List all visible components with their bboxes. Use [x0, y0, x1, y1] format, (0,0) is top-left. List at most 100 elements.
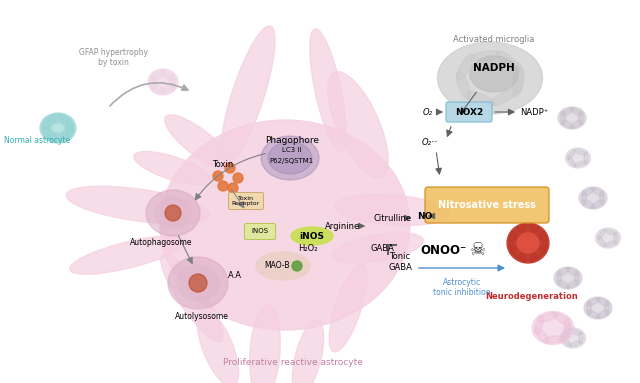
Ellipse shape: [595, 228, 621, 248]
Ellipse shape: [605, 241, 616, 246]
Ellipse shape: [566, 268, 579, 276]
Ellipse shape: [561, 108, 573, 116]
Text: NADPH: NADPH: [473, 63, 515, 73]
Text: Toxin
Receptor: Toxin Receptor: [232, 196, 260, 206]
Text: iNOS: iNOS: [300, 231, 324, 241]
Ellipse shape: [544, 336, 564, 343]
Ellipse shape: [148, 69, 178, 95]
Circle shape: [292, 261, 302, 271]
Ellipse shape: [579, 332, 583, 344]
Text: NO: NO: [417, 211, 433, 221]
Ellipse shape: [579, 111, 584, 125]
Ellipse shape: [566, 280, 579, 288]
Ellipse shape: [553, 312, 570, 325]
Ellipse shape: [591, 200, 604, 208]
Ellipse shape: [535, 327, 549, 344]
Ellipse shape: [561, 111, 566, 125]
Ellipse shape: [598, 237, 605, 247]
Ellipse shape: [328, 72, 388, 178]
Text: Activated microglia: Activated microglia: [453, 35, 534, 44]
Ellipse shape: [513, 67, 524, 97]
Ellipse shape: [568, 149, 575, 159]
Ellipse shape: [532, 311, 574, 344]
Ellipse shape: [582, 200, 595, 208]
Ellipse shape: [164, 115, 231, 169]
Ellipse shape: [155, 198, 191, 228]
Ellipse shape: [588, 310, 600, 318]
Ellipse shape: [539, 231, 547, 255]
Text: iNOS: iNOS: [252, 228, 269, 234]
Ellipse shape: [160, 83, 175, 93]
Ellipse shape: [261, 136, 319, 180]
Text: NADP⁺: NADP⁺: [520, 108, 548, 116]
Ellipse shape: [561, 328, 586, 348]
Ellipse shape: [177, 265, 219, 301]
Text: Phagophore: Phagophore: [265, 136, 319, 145]
Ellipse shape: [605, 301, 609, 315]
Ellipse shape: [508, 244, 526, 262]
Ellipse shape: [291, 227, 333, 245]
Ellipse shape: [491, 88, 518, 106]
Text: Autophagosome: Autophagosome: [130, 238, 192, 247]
Ellipse shape: [470, 51, 500, 62]
Ellipse shape: [570, 108, 582, 116]
Ellipse shape: [456, 71, 470, 100]
Ellipse shape: [614, 232, 618, 244]
Ellipse shape: [586, 301, 591, 315]
Ellipse shape: [160, 70, 175, 80]
Ellipse shape: [466, 92, 495, 106]
Circle shape: [233, 173, 243, 183]
Ellipse shape: [582, 191, 586, 205]
Ellipse shape: [563, 329, 570, 339]
Ellipse shape: [134, 152, 210, 185]
Ellipse shape: [575, 161, 586, 166]
Ellipse shape: [570, 120, 582, 128]
Text: Toxin: Toxin: [212, 160, 234, 169]
Text: Neurodegeneration: Neurodegeneration: [486, 292, 579, 301]
Text: Citrulline: Citrulline: [374, 213, 412, 223]
Ellipse shape: [151, 83, 166, 93]
Ellipse shape: [48, 115, 68, 123]
Ellipse shape: [557, 271, 561, 285]
Ellipse shape: [197, 309, 239, 383]
Ellipse shape: [596, 298, 609, 306]
Text: O₂: O₂: [423, 108, 433, 116]
Ellipse shape: [558, 107, 586, 129]
Ellipse shape: [507, 223, 549, 263]
Ellipse shape: [530, 224, 548, 242]
Ellipse shape: [268, 142, 312, 174]
Ellipse shape: [70, 236, 186, 274]
Ellipse shape: [256, 252, 310, 280]
Ellipse shape: [579, 187, 607, 209]
Ellipse shape: [560, 325, 572, 342]
Ellipse shape: [584, 152, 588, 164]
Ellipse shape: [513, 63, 524, 93]
FancyBboxPatch shape: [244, 224, 275, 239]
Ellipse shape: [221, 26, 275, 164]
Circle shape: [228, 183, 238, 193]
Ellipse shape: [584, 297, 612, 319]
FancyBboxPatch shape: [425, 187, 549, 223]
Text: MAO-B: MAO-B: [264, 262, 290, 270]
Ellipse shape: [539, 313, 557, 322]
Ellipse shape: [561, 120, 573, 128]
Ellipse shape: [554, 267, 582, 289]
Ellipse shape: [42, 127, 58, 142]
Ellipse shape: [508, 224, 526, 242]
Circle shape: [225, 163, 235, 173]
Text: O₂·⁻: O₂·⁻: [422, 137, 438, 147]
Ellipse shape: [598, 229, 605, 239]
Ellipse shape: [438, 42, 543, 114]
Circle shape: [189, 274, 207, 292]
Ellipse shape: [42, 114, 58, 129]
Text: Nitrosative stress: Nitrosative stress: [438, 200, 536, 210]
Text: LC3 II: LC3 II: [282, 147, 301, 153]
Ellipse shape: [151, 70, 166, 80]
Ellipse shape: [58, 127, 74, 142]
Text: Astrocytic
tonic inhibition: Astrocytic tonic inhibition: [433, 278, 491, 298]
Ellipse shape: [161, 254, 223, 342]
Ellipse shape: [42, 118, 51, 138]
Ellipse shape: [250, 304, 280, 383]
Text: Proliferative reactive astrocyte: Proliferative reactive astrocyte: [223, 358, 363, 367]
Ellipse shape: [457, 54, 474, 80]
